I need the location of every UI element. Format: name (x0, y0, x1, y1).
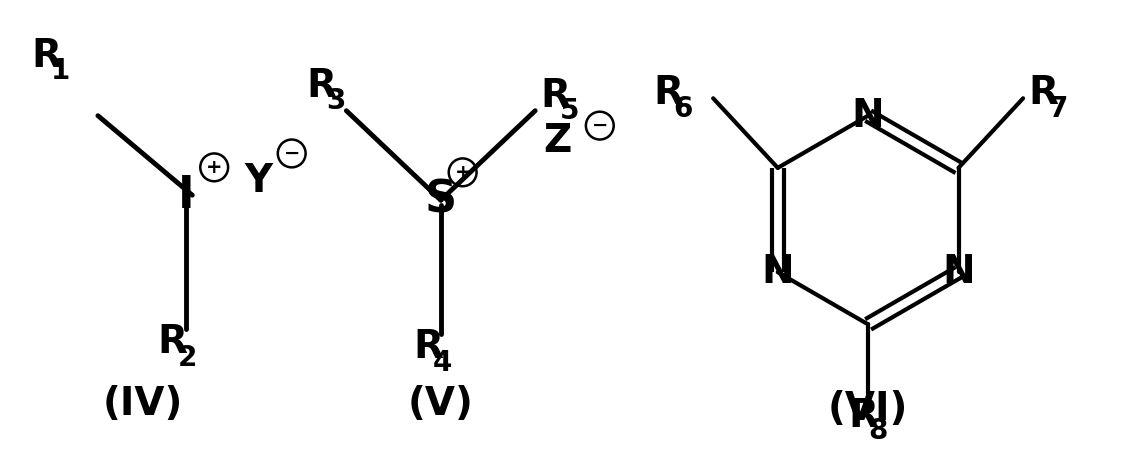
Text: R: R (653, 74, 684, 112)
Text: R: R (158, 323, 187, 361)
Text: N: N (852, 97, 885, 135)
Text: −: − (592, 116, 608, 135)
Text: −: − (284, 144, 299, 163)
Text: +: + (455, 163, 471, 182)
Text: R: R (1029, 74, 1058, 112)
Text: +: + (206, 158, 222, 177)
Text: (V): (V) (408, 385, 474, 423)
Text: 8: 8 (869, 417, 888, 445)
Text: R: R (848, 397, 878, 435)
Text: N: N (942, 253, 975, 291)
Text: (IV): (IV) (102, 385, 183, 423)
Text: Z: Z (543, 121, 572, 160)
Text: S: S (425, 179, 457, 221)
Text: 4: 4 (433, 349, 452, 377)
Text: R: R (306, 67, 337, 105)
Text: 6: 6 (674, 95, 693, 123)
Text: (VI): (VI) (828, 390, 908, 428)
Text: 5: 5 (560, 97, 579, 125)
Text: 7: 7 (1048, 95, 1067, 123)
Text: I: I (178, 174, 195, 216)
Text: R: R (413, 328, 443, 366)
Text: 3: 3 (327, 87, 346, 115)
Text: 2: 2 (178, 344, 197, 372)
Text: Y: Y (244, 162, 272, 200)
Text: 1: 1 (51, 57, 70, 85)
Text: R: R (540, 77, 570, 115)
Text: R: R (32, 37, 61, 75)
Text: N: N (761, 253, 794, 291)
